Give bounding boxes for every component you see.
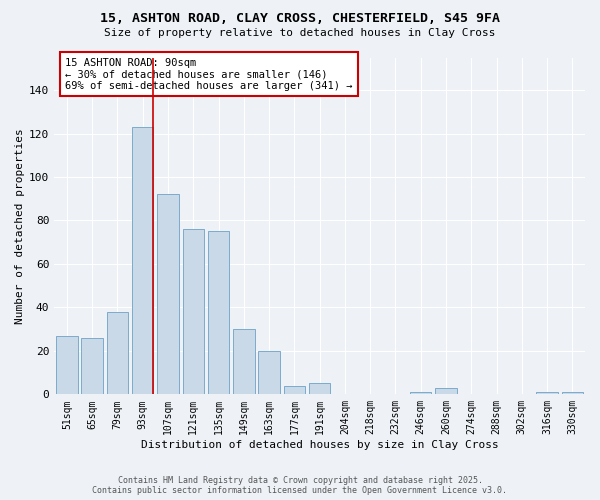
Bar — [309, 384, 331, 394]
Bar — [182, 229, 204, 394]
Bar — [259, 351, 280, 395]
Bar — [410, 392, 431, 394]
Bar — [82, 338, 103, 394]
Bar — [132, 127, 154, 394]
Text: 15, ASHTON ROAD, CLAY CROSS, CHESTERFIELD, S45 9FA: 15, ASHTON ROAD, CLAY CROSS, CHESTERFIEL… — [100, 12, 500, 26]
Bar — [56, 336, 77, 394]
Bar — [107, 312, 128, 394]
Y-axis label: Number of detached properties: Number of detached properties — [15, 128, 25, 324]
Bar — [562, 392, 583, 394]
Bar — [435, 388, 457, 394]
Text: Size of property relative to detached houses in Clay Cross: Size of property relative to detached ho… — [104, 28, 496, 38]
Bar — [157, 194, 179, 394]
Bar — [284, 386, 305, 394]
Text: Contains HM Land Registry data © Crown copyright and database right 2025.
Contai: Contains HM Land Registry data © Crown c… — [92, 476, 508, 495]
X-axis label: Distribution of detached houses by size in Clay Cross: Distribution of detached houses by size … — [141, 440, 499, 450]
Bar — [233, 329, 254, 394]
Bar — [208, 232, 229, 394]
Text: 15 ASHTON ROAD: 90sqm
← 30% of detached houses are smaller (146)
69% of semi-det: 15 ASHTON ROAD: 90sqm ← 30% of detached … — [65, 58, 352, 90]
Bar — [536, 392, 558, 394]
